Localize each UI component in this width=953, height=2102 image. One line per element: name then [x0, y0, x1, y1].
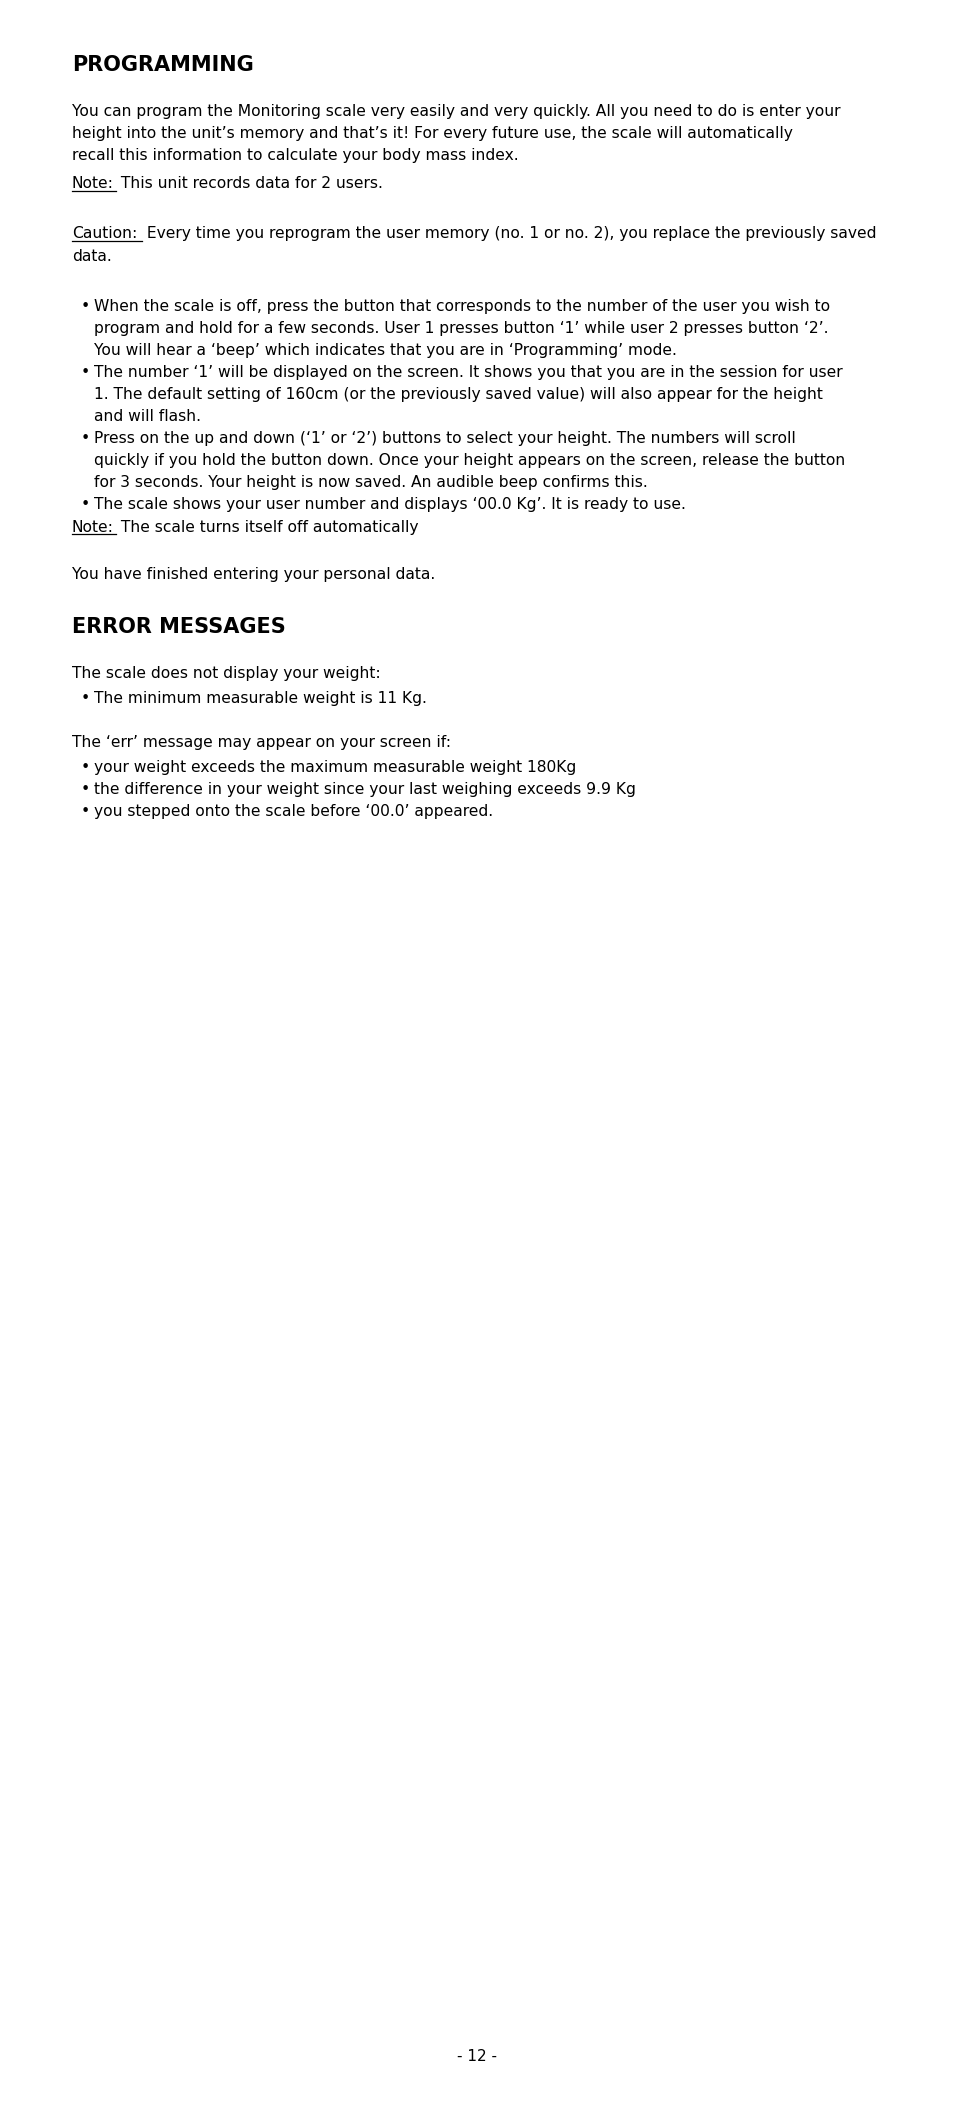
Text: •: •: [80, 298, 90, 313]
Text: program and hold for a few seconds. User 1 presses button ‘1’ while user 2 press: program and hold for a few seconds. User…: [94, 322, 827, 336]
Text: the difference in your weight since your last weighing exceeds 9.9 Kg: the difference in your weight since your…: [94, 782, 636, 797]
Text: Press on the up and down (‘1’ or ‘2’) buttons to select your height. The numbers: Press on the up and down (‘1’ or ‘2’) bu…: [94, 431, 795, 446]
Text: You will hear a ‘beep’ which indicates that you are in ‘Programming’ mode.: You will hear a ‘beep’ which indicates t…: [94, 343, 677, 357]
Text: This unit records data for 2 users.: This unit records data for 2 users.: [115, 177, 382, 191]
Text: and will flash.: and will flash.: [94, 410, 201, 425]
Text: The scale turns itself off automatically: The scale turns itself off automatically: [115, 519, 417, 534]
Text: data.: data.: [71, 248, 112, 263]
Text: PROGRAMMING: PROGRAMMING: [71, 55, 253, 76]
Text: height into the unit’s memory and that’s it! For every future use, the scale wil: height into the unit’s memory and that’s…: [71, 126, 792, 141]
Text: quickly if you hold the button down. Once your height appears on the screen, rel: quickly if you hold the button down. Onc…: [94, 454, 844, 469]
Text: Every time you reprogram the user memory (no. 1 or no. 2), you replace the previ: Every time you reprogram the user memory…: [142, 227, 875, 242]
Text: When the scale is off, press the button that corresponds to the number of the us: When the scale is off, press the button …: [94, 298, 829, 313]
Text: The scale does not display your weight:: The scale does not display your weight:: [71, 666, 380, 681]
Text: •: •: [80, 805, 90, 820]
Text: Caution:: Caution:: [71, 227, 137, 242]
Text: The scale shows your user number and displays ‘00.0 Kg’. It is ready to use.: The scale shows your user number and dis…: [94, 498, 685, 513]
Text: •: •: [80, 498, 90, 513]
Text: You have finished entering your personal data.: You have finished entering your personal…: [71, 568, 435, 582]
Text: •: •: [80, 431, 90, 446]
Text: Note:: Note:: [71, 519, 113, 534]
Text: ERROR MESSAGES: ERROR MESSAGES: [71, 616, 286, 637]
Text: The ‘err’ message may appear on your screen if:: The ‘err’ message may appear on your scr…: [71, 736, 451, 750]
Text: •: •: [80, 761, 90, 776]
Text: The minimum measurable weight is 11 Kg.: The minimum measurable weight is 11 Kg.: [94, 692, 426, 706]
Text: You can program the Monitoring scale very easily and very quickly. All you need : You can program the Monitoring scale ver…: [71, 105, 840, 120]
Text: •: •: [80, 692, 90, 706]
Text: •: •: [80, 366, 90, 380]
Text: you stepped onto the scale before ‘00.0’ appeared.: you stepped onto the scale before ‘00.0’…: [94, 805, 493, 820]
Text: - 12 -: - 12 -: [456, 2049, 497, 2064]
Text: recall this information to calculate your body mass index.: recall this information to calculate you…: [71, 149, 518, 164]
Text: Note:: Note:: [71, 177, 113, 191]
Text: The number ‘1’ will be displayed on the screen. It shows you that you are in the: The number ‘1’ will be displayed on the …: [94, 366, 841, 380]
Text: 1. The default setting of 160cm (or the previously saved value) will also appear: 1. The default setting of 160cm (or the …: [94, 387, 822, 401]
Text: for 3 seconds. Your height is now saved. An audible beep confirms this.: for 3 seconds. Your height is now saved.…: [94, 475, 647, 490]
Text: your weight exceeds the maximum measurable weight 180Kg: your weight exceeds the maximum measurab…: [94, 761, 576, 776]
Text: •: •: [80, 782, 90, 797]
